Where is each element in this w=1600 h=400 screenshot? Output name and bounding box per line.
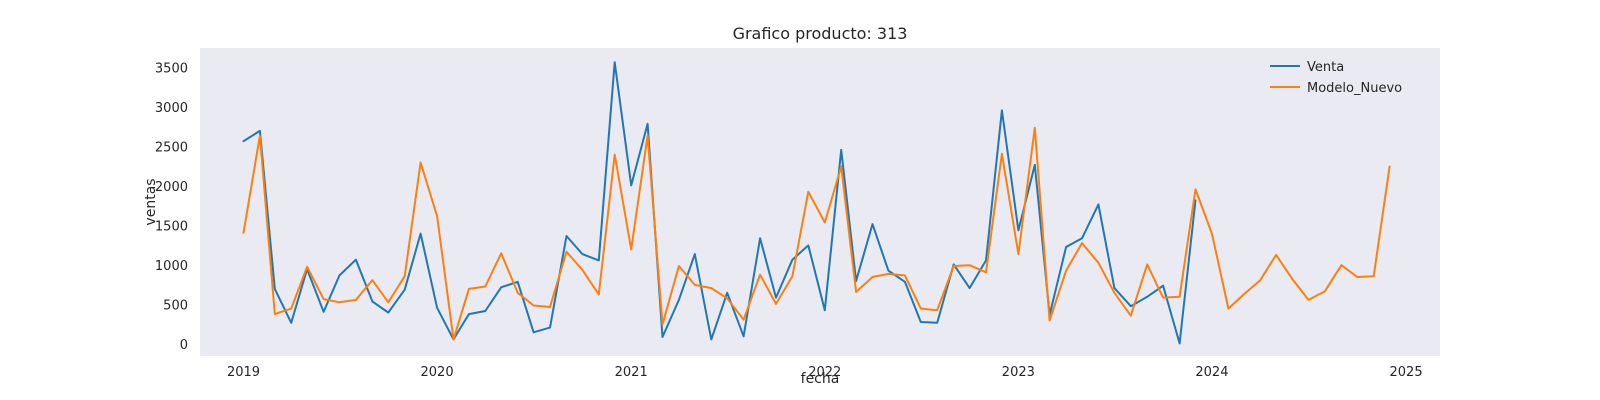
- x-tick-label: 2020: [421, 365, 454, 380]
- y-tick-label: 2000: [155, 180, 188, 195]
- y-tick-label: 1000: [155, 259, 188, 274]
- x-tick-label: 2021: [615, 365, 648, 380]
- legend-label: Modelo_Nuevo: [1307, 81, 1402, 96]
- x-tick-label: 2025: [1390, 365, 1423, 380]
- series-layer: [242, 61, 1391, 345]
- x-tick-label: 2024: [1195, 365, 1228, 380]
- y-tick-label: 2500: [155, 141, 188, 156]
- chart-title: Grafico producto: 313: [733, 24, 908, 43]
- series-line-venta: [242, 61, 1197, 345]
- y-tick-label: 3500: [155, 62, 188, 77]
- x-axis: 2019 2020 2021 2022 2023 2024 2025: [227, 365, 1423, 380]
- y-tick-label: 3000: [155, 101, 188, 116]
- x-tick-label: 2019: [227, 365, 260, 380]
- y-axis: 0 500 1000 1500 2000 2500 3000 3500: [155, 62, 188, 353]
- legend: Venta Modelo_Nuevo: [1270, 60, 1402, 96]
- x-tick-label: 2022: [808, 365, 841, 380]
- y-tick-label: 0: [180, 338, 188, 353]
- x-axis-label: fecha: [801, 371, 840, 387]
- y-tick-label: 500: [163, 299, 188, 314]
- x-tick-label: 2023: [1002, 365, 1035, 380]
- legend-label: Venta: [1307, 60, 1344, 75]
- y-tick-label: 1500: [155, 220, 188, 235]
- series-line-modelo-nuevo: [242, 126, 1391, 341]
- y-axis-label: ventas: [143, 178, 159, 225]
